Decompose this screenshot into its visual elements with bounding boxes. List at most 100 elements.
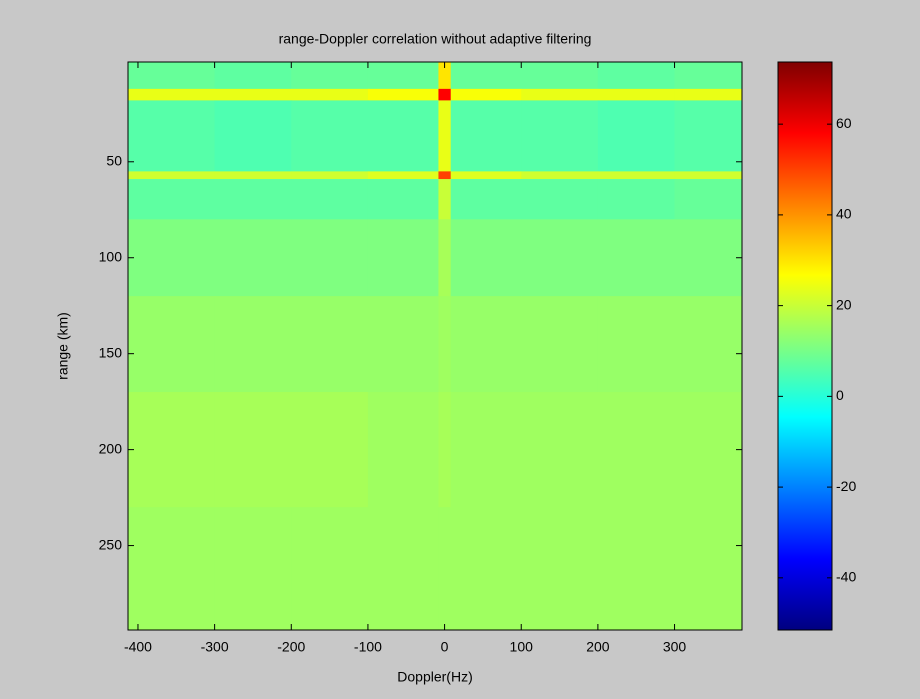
y-tick-label: 150 <box>99 344 123 360</box>
heatmap-cell <box>450 296 522 393</box>
heatmap-cell <box>291 62 369 90</box>
heatmap-cell <box>367 62 439 90</box>
heatmap-cell <box>521 88 599 101</box>
heatmap-cell <box>128 179 216 220</box>
heatmap-cell <box>367 88 439 101</box>
heatmap-cell <box>291 179 369 220</box>
heatmap-cell <box>128 88 216 101</box>
colorbar-tick-label: -40 <box>836 569 856 585</box>
heatmap-cell <box>521 219 599 297</box>
heatmap-cell <box>438 179 452 220</box>
colorbar-tick-label: 20 <box>836 296 852 312</box>
heatmap-cell <box>291 171 369 180</box>
heatmap-cell <box>450 219 522 297</box>
heatmap-cell <box>214 88 292 101</box>
x-tick-label: 200 <box>586 639 610 655</box>
heatmap-cell <box>450 507 522 631</box>
heatmap-cell <box>438 88 452 101</box>
y-tick-label: 200 <box>99 440 123 456</box>
heatmap-cell <box>367 179 439 220</box>
heatmap-cell <box>597 171 676 180</box>
heatmap-cell <box>674 179 743 220</box>
heatmap-cell <box>291 88 369 101</box>
x-tick-label: -100 <box>354 639 382 655</box>
heatmap-cell <box>450 179 522 220</box>
heatmap-cell <box>597 392 676 508</box>
heatmap-cell <box>214 100 292 172</box>
heatmap-cell <box>521 179 599 220</box>
x-tick-label: -200 <box>277 639 305 655</box>
heatmap-cell <box>438 219 452 297</box>
heatmap-cell <box>521 507 599 631</box>
heatmap-cell <box>291 507 369 631</box>
heatmap-cell <box>128 296 216 393</box>
y-tick-label: 100 <box>99 248 123 264</box>
heatmap-cell <box>214 171 292 180</box>
x-tick-label: -300 <box>201 639 229 655</box>
heatmap-cell <box>597 507 676 631</box>
heatmap-cell <box>214 62 292 90</box>
heatmap-cell <box>367 392 439 508</box>
heatmap-cell <box>291 296 369 393</box>
heatmap-cell <box>438 392 452 508</box>
colorbar <box>777 61 833 631</box>
heatmap-cell <box>128 392 216 508</box>
y-tick-label: 50 <box>106 152 122 168</box>
heatmap-cell <box>438 62 452 90</box>
colorbar-tick-label: 0 <box>836 387 844 403</box>
heatmap-cell <box>438 100 452 172</box>
x-tick-label: 300 <box>663 639 687 655</box>
heatmap-cell <box>521 100 599 172</box>
heatmap-cell <box>674 296 743 393</box>
heatmap-cell <box>128 100 216 172</box>
heatmap-cell <box>674 100 743 172</box>
heatmap-cell <box>597 100 676 172</box>
x-tick-label: 0 <box>441 639 449 655</box>
heatmap-cell <box>128 171 216 180</box>
heatmap-cell <box>521 171 599 180</box>
colorbar-tick-label: 40 <box>836 206 852 222</box>
heatmap-cell <box>214 507 292 631</box>
heatmap-cell <box>438 296 452 393</box>
chart-title: range-Doppler correlation without adapti… <box>279 31 592 47</box>
heatmap-cell <box>597 219 676 297</box>
heatmap-cell <box>291 100 369 172</box>
x-tick-label: 100 <box>510 639 534 655</box>
x-axis-label: Doppler(Hz) <box>397 669 472 685</box>
heatmap-cell <box>674 171 743 180</box>
heatmap-cell <box>674 219 743 297</box>
heatmap-cell <box>438 507 452 631</box>
heatmap-cell <box>674 62 743 90</box>
heatmap-cell <box>450 88 522 101</box>
heatmap-cell <box>521 392 599 508</box>
heatmap-cell <box>128 62 216 90</box>
y-axis-label: range (km) <box>55 312 71 380</box>
heatmap-cell <box>597 88 676 101</box>
heatmap-cell <box>674 507 743 631</box>
heatmap-cell <box>367 296 439 393</box>
colorbar-tick-label: -20 <box>836 478 856 494</box>
heatmap-cell <box>128 507 216 631</box>
heatmap-cell <box>521 62 599 90</box>
heatmap-cell <box>214 219 292 297</box>
heatmap-cell <box>291 219 369 297</box>
heatmap-cell <box>521 296 599 393</box>
heatmap-cell <box>367 100 439 172</box>
heatmap-cell <box>450 100 522 172</box>
heatmap-cell <box>214 179 292 220</box>
heatmap-cell <box>214 296 292 393</box>
heatmap-cell <box>674 392 743 508</box>
heatmap-cell <box>597 296 676 393</box>
heatmap-cell <box>367 219 439 297</box>
heatmap-cell <box>450 171 522 180</box>
heatmap-cell <box>291 392 369 508</box>
y-tick-label: 250 <box>99 536 123 552</box>
heatmap-cell <box>674 88 743 101</box>
heatmap-cell <box>367 171 439 180</box>
heatmap-cell <box>367 507 439 631</box>
plot-frame <box>127 61 743 631</box>
heatmap-cell <box>214 392 292 508</box>
heatmap-cell <box>128 219 216 297</box>
heatmap-cell <box>450 62 522 90</box>
